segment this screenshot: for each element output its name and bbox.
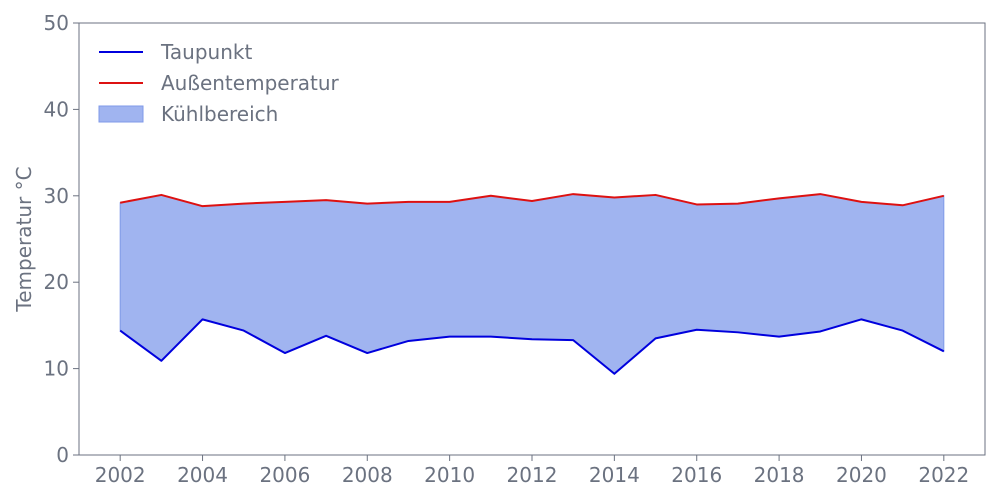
x-axis: 2002 2004 2006 2008 2010 2012 2014 2016 2018 2020…	[95, 455, 969, 487]
x-tick-label: 2002	[95, 463, 146, 487]
x-tick-label: 2014	[589, 463, 640, 487]
x-tick-label: 2018	[754, 463, 805, 487]
x-tick-label: 2010	[424, 463, 475, 487]
x-tick-label: 2006	[259, 463, 310, 487]
series-line-1	[119, 193, 945, 208]
y-axis-title: Temperatur °C	[12, 166, 36, 312]
legend-label: Taupunkt	[160, 40, 252, 64]
legend-swatch	[98, 105, 144, 123]
y-tick-label: 30	[44, 184, 69, 208]
x-tick-label: 2016	[671, 463, 722, 487]
x-tick-label: 2020	[836, 463, 887, 487]
fill-layer	[119, 193, 945, 375]
y-tick-label: 0	[56, 443, 69, 467]
y-tick-label: 20	[44, 270, 69, 294]
y-tick-label: 50	[44, 11, 69, 35]
legend: Taupunkt Außentemperatur Kühlbereich	[98, 40, 340, 126]
line-layer	[119, 193, 945, 375]
x-tick-label: 2012	[507, 463, 558, 487]
x-tick-label: 2008	[342, 463, 393, 487]
kuehlbereich-area	[119, 193, 945, 375]
x-tick-label: 2022	[918, 463, 969, 487]
x-tick-label: 2004	[177, 463, 228, 487]
series-line-0	[119, 318, 945, 375]
y-axis: 0 10 20 30 40 50	[44, 11, 79, 467]
y-tick-label: 40	[44, 97, 69, 121]
y-tick-label: 10	[44, 357, 69, 381]
legend-label: Kühlbereich	[161, 102, 278, 126]
legend-label: Außentemperatur	[161, 71, 340, 95]
